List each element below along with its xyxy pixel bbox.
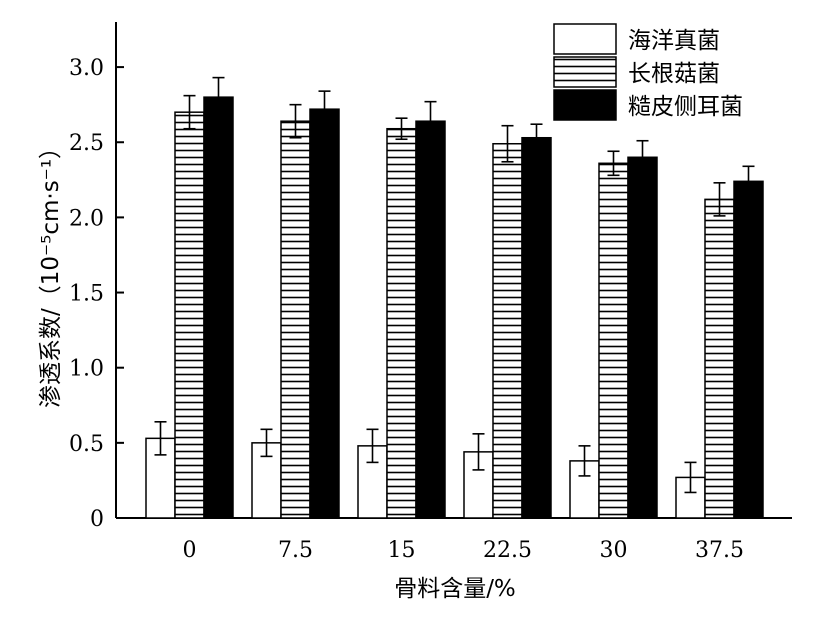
plot-area: 0 0.5 1.0 1.5 2.0 2.5 3.0 0 7.5 15 22.5 30 37.5 (69, 22, 792, 563)
bar (733, 180, 764, 519)
y-tick-label: 3.0 (69, 56, 104, 81)
bar (415, 120, 446, 519)
y-tick-label: 2.5 (69, 131, 104, 156)
bar (280, 120, 311, 519)
legend-swatch (553, 56, 617, 88)
y-tick-label: 1.5 (69, 282, 104, 307)
legend-label: 糙皮侧耳菌 (628, 94, 743, 120)
y-tick-label: 1.0 (69, 357, 104, 382)
x-tick-label: 37.5 (695, 538, 744, 563)
bar (521, 136, 552, 519)
bar (627, 156, 658, 519)
x-tick-label: 7.5 (278, 538, 313, 563)
y-axis-title: 渗透系数/（10⁻⁵cm·s⁻¹） (38, 136, 64, 408)
bar (203, 96, 234, 519)
bar (492, 142, 523, 519)
x-tick-label: 15 (388, 538, 416, 563)
bar (386, 127, 417, 519)
y-tick-label: 0.5 (69, 432, 104, 457)
x-tick-label: 22.5 (483, 538, 532, 563)
bar (598, 162, 629, 519)
x-tick-label: 0 (183, 538, 197, 563)
legend-label: 海洋真菌 (628, 28, 720, 54)
y-tick-label: 2.0 (69, 206, 104, 231)
legend-swatch (553, 23, 617, 55)
bar (704, 198, 735, 519)
legend-swatch (553, 89, 617, 121)
x-tick-label: 30 (600, 538, 628, 563)
x-axis-title: 骨料含量/% (394, 576, 516, 602)
bar (309, 108, 340, 519)
bar (174, 111, 205, 519)
y-tick-label: 0 (90, 507, 104, 532)
legend-label: 长根菇菌 (628, 61, 720, 87)
